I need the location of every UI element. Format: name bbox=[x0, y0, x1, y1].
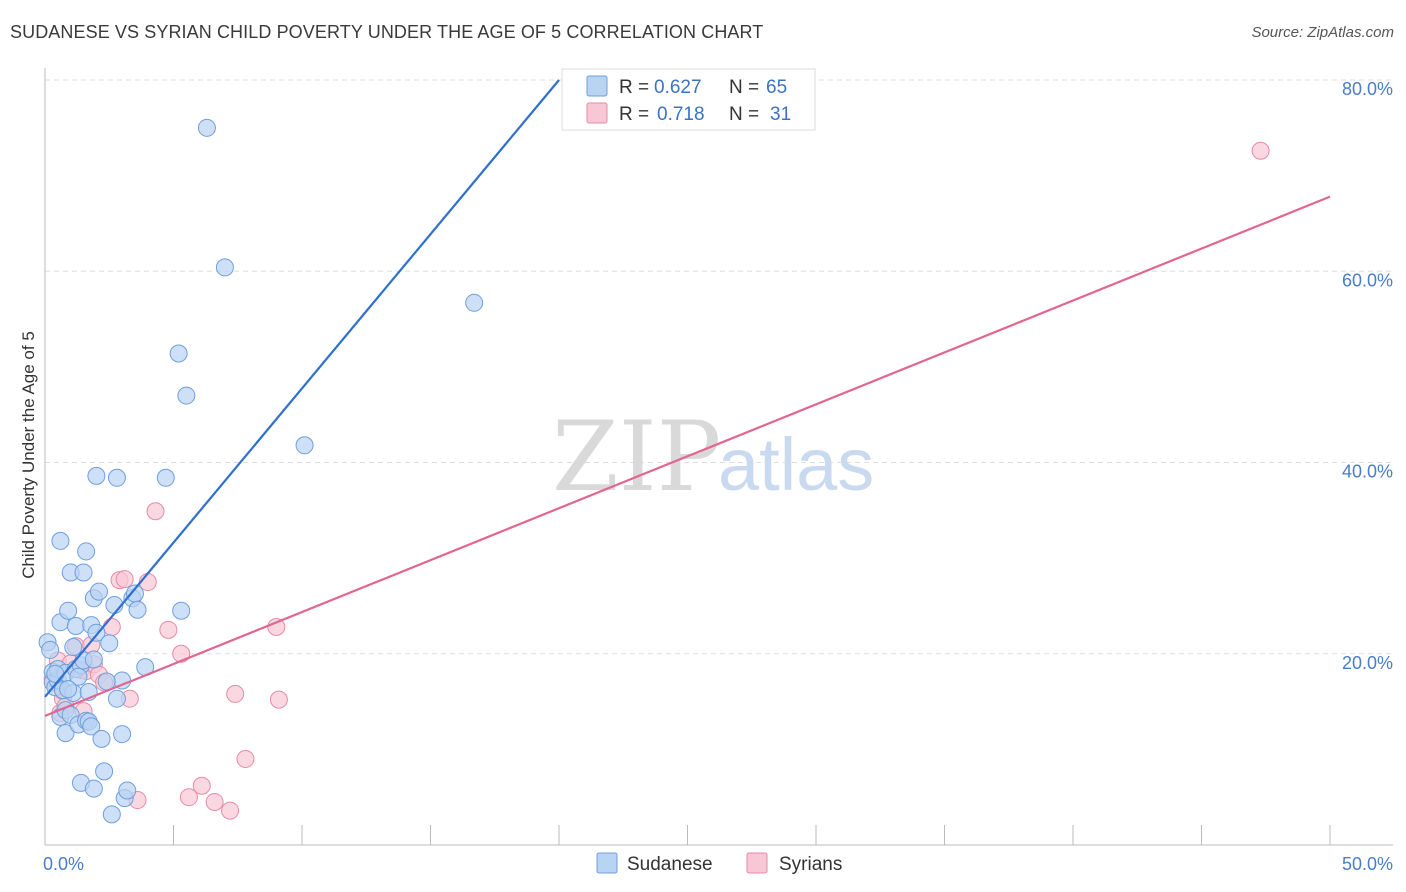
sudanese-point bbox=[89, 582, 108, 601]
sudanese-point bbox=[59, 680, 78, 699]
bottom-legend-swatch-syrians bbox=[746, 852, 768, 874]
syrians-point bbox=[192, 776, 211, 795]
sudanese-point bbox=[64, 638, 83, 657]
legend-n-label-syrians: N = bbox=[729, 104, 759, 125]
syrians-point bbox=[159, 620, 178, 639]
legend: R = 0.627 N = 65 R = 0.718 N = 31 bbox=[561, 68, 816, 131]
y-tick-label: 20.0% bbox=[1342, 653, 1393, 673]
syrians-point bbox=[115, 570, 134, 589]
sudanese-point bbox=[102, 805, 121, 824]
y-axis-label: Child Poverty Under the Age of 5 bbox=[19, 331, 38, 579]
sudanese-point bbox=[46, 664, 65, 683]
sudanese-point bbox=[41, 640, 60, 659]
legend-r-label-sudanese: R = bbox=[619, 77, 649, 98]
sudanese-point bbox=[295, 436, 314, 455]
sudanese-point bbox=[113, 725, 132, 744]
sudanese-point bbox=[51, 531, 70, 550]
x-tick-label: 50.0% bbox=[1342, 854, 1393, 874]
syrians-point bbox=[102, 617, 121, 636]
watermark-zip: ZIP bbox=[552, 401, 721, 513]
gridlines bbox=[45, 79, 1393, 655]
bottom-legend: Sudanese Syrians bbox=[596, 852, 842, 875]
trendlines bbox=[44, 79, 1331, 717]
sudanese-point bbox=[169, 344, 188, 363]
sudanese-point bbox=[465, 293, 484, 312]
sudanese-point bbox=[84, 779, 103, 798]
sudanese-point bbox=[107, 468, 126, 487]
sudanese-point bbox=[128, 600, 147, 619]
syrians-point bbox=[146, 502, 165, 521]
sudanese-point bbox=[84, 650, 103, 669]
bottom-legend-swatch-sudanese bbox=[596, 852, 618, 874]
bottom-legend-label-syrians: Syrians bbox=[779, 854, 842, 875]
sudanese-point bbox=[95, 762, 114, 781]
legend-r-value-sudanese: 0.627 bbox=[654, 77, 702, 98]
sudanese-point bbox=[107, 689, 126, 708]
sudanese-point bbox=[215, 258, 234, 277]
legend-swatch-sudanese bbox=[586, 75, 608, 97]
legend-n-value-sudanese: 65 bbox=[766, 77, 787, 98]
watermark: ZIP atlas bbox=[552, 401, 874, 513]
legend-r-label-syrians: R = bbox=[619, 104, 649, 125]
syrians-point bbox=[226, 684, 245, 703]
chart-source: Source: ZipAtlas.com bbox=[1251, 24, 1394, 41]
syrians-point bbox=[221, 801, 240, 820]
sudanese-point bbox=[82, 717, 101, 736]
sudanese-points bbox=[38, 118, 484, 824]
sudanese-point bbox=[92, 729, 111, 748]
syrians-point bbox=[269, 690, 288, 709]
x-tick-label: 0.0% bbox=[43, 854, 84, 874]
y-tick-label: 60.0% bbox=[1342, 270, 1393, 290]
sudanese-point bbox=[118, 781, 137, 800]
sudanese-point bbox=[156, 468, 175, 487]
y-tick-label: 80.0% bbox=[1342, 79, 1393, 99]
syrians-point bbox=[205, 792, 224, 811]
syrians-point bbox=[179, 788, 198, 807]
syrians-point bbox=[1251, 141, 1270, 160]
legend-r-value-syrians: 0.718 bbox=[657, 104, 705, 125]
bottom-legend-label-sudanese: Sudanese bbox=[627, 854, 713, 875]
sudanese-point bbox=[69, 667, 88, 686]
sudanese-point bbox=[66, 617, 85, 636]
syrians-point bbox=[236, 749, 255, 768]
y-tick-label: 40.0% bbox=[1342, 462, 1393, 482]
sudanese-point bbox=[87, 466, 106, 485]
sudanese-point bbox=[197, 118, 216, 137]
sudanese-point bbox=[56, 724, 75, 743]
sudanese-point bbox=[74, 563, 93, 582]
sudanese-point bbox=[59, 601, 78, 620]
legend-swatch-syrians bbox=[586, 102, 608, 124]
sudanese-point bbox=[77, 542, 96, 561]
chart-title: SUDANESE VS SYRIAN CHILD POVERTY UNDER T… bbox=[10, 22, 764, 42]
legend-n-label-sudanese: N = bbox=[729, 77, 759, 98]
sudanese-point bbox=[172, 601, 191, 620]
tick-labels: 20.0% 40.0% 60.0% 80.0% 0.0% 50.0% bbox=[43, 79, 1393, 874]
sudanese-point bbox=[177, 386, 196, 405]
sudanese-trendline bbox=[44, 79, 560, 698]
syrians-trendline bbox=[44, 195, 1331, 717]
legend-n-value-syrians: 31 bbox=[770, 104, 791, 125]
sudanese-point bbox=[100, 634, 119, 653]
watermark-atlas: atlas bbox=[718, 423, 874, 506]
